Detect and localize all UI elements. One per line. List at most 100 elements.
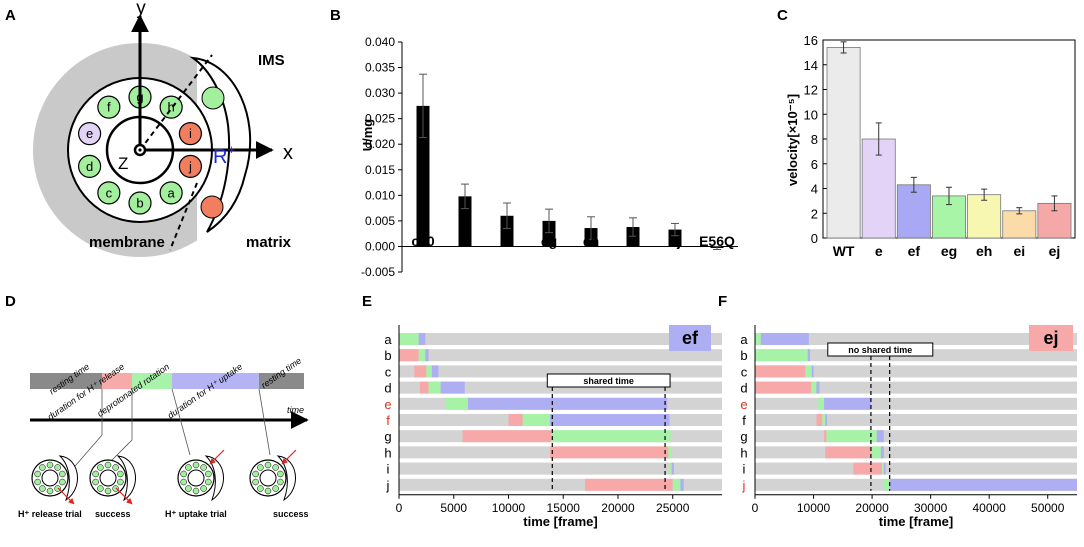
chart-e-segment-b — [425, 349, 429, 362]
chart-b-ytick-label: 0.020 — [365, 137, 395, 151]
chart-e-segment-f — [508, 414, 523, 426]
chart-b-ytick-label: 0.025 — [365, 112, 395, 126]
chart-f-annotation-label: no shared time — [848, 345, 912, 355]
d-resting-segment-1 — [30, 373, 102, 389]
chart-e-segment-i — [671, 462, 674, 475]
panel-d-diagram: resting time duration for H⁺ release dep… — [18, 355, 309, 519]
mini-subunit — [59, 478, 66, 486]
panel-label-a: A — [5, 7, 16, 24]
chart-e-segment-h — [550, 446, 669, 459]
subunit-label-d: d — [86, 159, 93, 174]
chart-b-xlabel-e: e — [461, 233, 469, 249]
chart-b-ylabel: U/mg — [360, 119, 375, 152]
chart-f-segment-b — [807, 349, 811, 362]
chart-f-row-label-g: g — [740, 429, 747, 444]
chart-f-tag-label: ej — [1043, 328, 1058, 348]
chart-e-row-label-e: e — [384, 397, 391, 412]
mini-subunit — [104, 461, 112, 469]
chart-e-tag-box — [669, 325, 711, 351]
subunit-a — [159, 181, 183, 205]
chart-c-bar-eh — [967, 194, 1002, 239]
mini-subunit — [92, 470, 99, 478]
chart-c-xlabel-ej: ej — [1049, 243, 1061, 259]
chart-c-ytick-label: 2 — [811, 206, 818, 221]
chart-e-segment-c — [426, 365, 432, 378]
chart-f-row-track-f — [755, 414, 1077, 426]
subunit-b — [128, 191, 152, 215]
chart-b: -0.005 0.000 0.005 0.010 0.015 0.020 0.025 0.03… — [361, 35, 738, 279]
chart-f-tag-box — [1029, 325, 1073, 351]
chart-c-ytick-label: 6 — [811, 157, 818, 172]
mini-subunit — [185, 464, 192, 471]
chart-f-row-label-i: i — [743, 462, 746, 477]
d-caption-release-trial: H⁺ release trial — [18, 509, 82, 519]
chart-e-segment-b — [399, 349, 419, 362]
panel-label-b: B — [330, 7, 341, 24]
chart-f-row-label-e: e — [740, 397, 747, 412]
chart-f-segment-b — [755, 349, 808, 362]
mini-subunit — [264, 461, 272, 469]
chart-f-segment-e — [818, 397, 825, 410]
chart-e-row-track-i — [399, 462, 722, 475]
subunit-i — [178, 122, 203, 146]
chart-f-segment-c — [811, 365, 814, 378]
chart-c-bar-ef — [896, 184, 931, 239]
chart-e-annotation-box — [546, 373, 671, 388]
mini-crescent — [58, 455, 78, 502]
c-ring-subunits: ghijabcdef — [77, 85, 203, 215]
chart-f-segment-c — [805, 365, 812, 378]
mini-subunit — [46, 461, 54, 469]
mini-ring-inner — [259, 469, 277, 487]
chart-f-segment-h — [825, 446, 871, 459]
chart-e-xtick-label: 0 — [396, 501, 403, 515]
chart-f-xtick-label: 10000 — [797, 501, 831, 515]
chart-b-bar-ef — [500, 215, 514, 247]
chart-e-segment-d — [419, 381, 429, 394]
chart-f-segment-i — [882, 462, 884, 475]
mini-subunit — [46, 487, 54, 495]
chart-f-row-track-d — [755, 381, 1077, 394]
chart-b-xlabel-c10: c10 — [411, 233, 435, 249]
mini-subunit — [97, 464, 104, 471]
d-resting-segment-2 — [259, 373, 304, 389]
chart-e-xlabel: time [frame] — [523, 514, 597, 529]
chart-e-row-track-b — [399, 349, 722, 362]
d-time-label: time — [287, 405, 304, 415]
mini-subunit — [257, 485, 264, 492]
matrix-boundary-line — [169, 182, 198, 251]
chart-b-ytick-label: 0.040 — [365, 35, 395, 49]
chart-e-row-label-d: d — [384, 381, 391, 396]
chart-e-segment-b — [418, 349, 426, 362]
chart-f-row-label-d: d — [740, 381, 747, 396]
chart-e-segment-f — [522, 414, 551, 426]
chart-c-xlabel-eg: eg — [941, 243, 957, 259]
chart-c-xlabel-eh: eh — [976, 243, 992, 259]
chart-b-ytick-label: 0.030 — [365, 86, 395, 100]
mini-subunit — [112, 464, 119, 471]
chart-e-segment-a — [418, 333, 426, 345]
chart-f-xlabel: time [frame] — [879, 514, 953, 529]
chart-f-segment-g — [826, 430, 877, 443]
chart-e-row-label-f: f — [386, 413, 390, 428]
chart-e-row-label-i: i — [387, 462, 390, 477]
d-mini-rings — [31, 449, 297, 505]
chart-c-ytick-label: 14 — [804, 58, 818, 73]
chart-e-xtick-label: 25000 — [656, 501, 690, 515]
chart-f-row-label-c: c — [741, 364, 748, 379]
chart-e-segment-e — [467, 397, 668, 410]
chart-e-xtick-label: 10000 — [492, 501, 526, 515]
chart-e-row-track-a — [399, 333, 722, 345]
chart-f-row-label-h: h — [740, 445, 747, 460]
chart-f-xtick-label: 50000 — [1031, 501, 1065, 515]
subunit-label-e: e — [86, 126, 93, 141]
mini-ring-inner — [187, 469, 205, 487]
chart-f-xtick-label: 30000 — [914, 501, 948, 515]
chart-c-xlabel-ef: ef — [908, 243, 921, 259]
chart-c-ytick-label: 12 — [804, 83, 818, 98]
subunit-label-b: b — [136, 196, 143, 211]
chart-f-row-label-a: a — [740, 332, 748, 347]
mini-subunit — [117, 470, 124, 478]
mini-subunit — [272, 485, 279, 492]
chart-f-xtick-label: 20000 — [855, 501, 889, 515]
